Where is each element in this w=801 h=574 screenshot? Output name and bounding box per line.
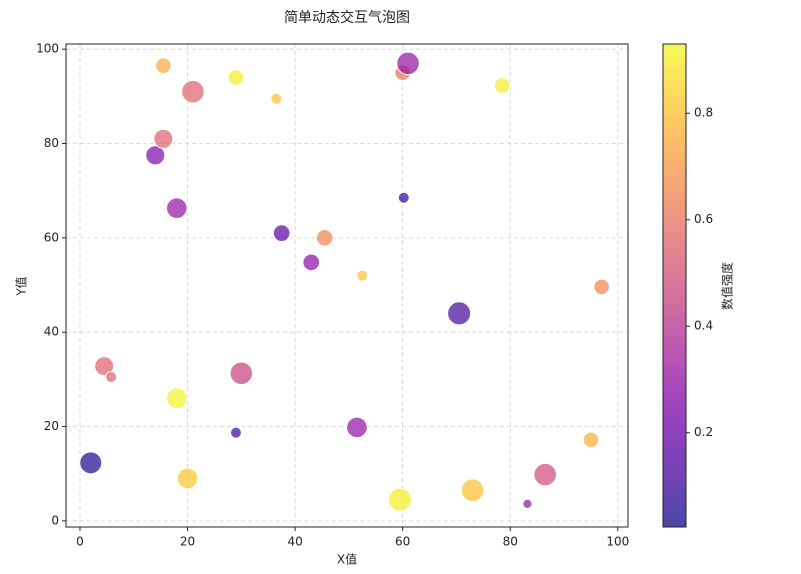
bubble xyxy=(229,426,242,439)
bubble xyxy=(346,416,368,439)
bubble xyxy=(533,462,557,487)
y-tick-label: 60 xyxy=(44,230,59,244)
bubble xyxy=(229,361,254,386)
bubble xyxy=(145,145,166,166)
bubble xyxy=(105,371,118,384)
x-tick-label: 40 xyxy=(287,535,302,549)
bubble xyxy=(94,356,115,377)
bubble xyxy=(181,79,205,104)
x-tick-label: 20 xyxy=(180,535,195,549)
colorbar-tick-label: 0.2 xyxy=(694,425,713,439)
bubble xyxy=(155,57,172,74)
bubble xyxy=(397,191,410,204)
bubble xyxy=(79,451,103,475)
bubble xyxy=(387,487,413,512)
bubble xyxy=(153,128,174,149)
y-axis-label: Y值 xyxy=(14,276,29,296)
bubble xyxy=(176,467,199,490)
bubble xyxy=(522,498,533,509)
bubble xyxy=(582,431,600,449)
bubble xyxy=(272,224,291,242)
x-axis-label: X值 xyxy=(337,552,357,567)
colorbar-tick-label: 0.4 xyxy=(694,319,713,333)
chart-title: 简单动态交互气泡图 xyxy=(284,9,410,26)
y-tick-label: 0 xyxy=(51,513,59,527)
x-tick-label: 0 xyxy=(76,535,84,549)
y-tick-label: 100 xyxy=(36,42,59,56)
y-tick-label: 20 xyxy=(44,419,59,433)
plot-frame xyxy=(65,43,629,528)
bubble xyxy=(356,269,369,282)
colorbar xyxy=(662,43,687,528)
bubble xyxy=(460,478,485,502)
colorbar-tick-label: 0.6 xyxy=(694,212,713,226)
y-tick-label: 40 xyxy=(44,325,59,339)
colorbar-label: 数值强度 xyxy=(720,262,735,310)
bubble xyxy=(447,301,472,326)
x-tick-label: 60 xyxy=(395,535,410,549)
bubble xyxy=(165,387,188,410)
x-tick-label: 100 xyxy=(606,535,629,549)
x-tick-label: 80 xyxy=(503,535,518,549)
bubble xyxy=(302,253,321,272)
bubble xyxy=(227,69,245,86)
bubble xyxy=(593,278,610,296)
bubble xyxy=(396,51,420,76)
colorbar-tick-label: 0.8 xyxy=(694,106,713,120)
bubble xyxy=(315,229,334,247)
bubble xyxy=(270,92,283,105)
bubble xyxy=(493,77,511,94)
y-tick-label: 80 xyxy=(44,136,59,150)
bubble xyxy=(165,197,188,219)
